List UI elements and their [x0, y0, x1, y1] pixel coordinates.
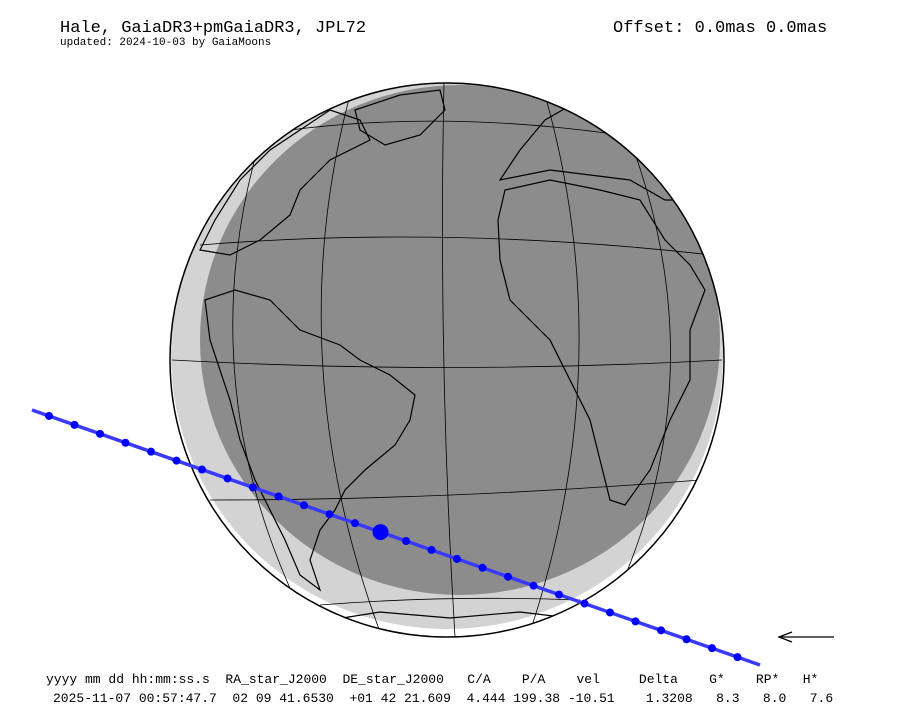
time-marker — [555, 590, 563, 599]
time-marker — [96, 429, 104, 438]
time-marker — [402, 537, 410, 546]
time-marker — [657, 626, 665, 635]
time-marker — [70, 420, 79, 429]
time-marker — [631, 617, 640, 626]
map-title: Hale, GaiaDR3+pmGaiaDR3, JPL72 — [60, 19, 367, 38]
time-marker — [198, 465, 206, 474]
time-marker — [351, 519, 359, 528]
time-marker — [708, 644, 716, 653]
time-marker — [45, 411, 53, 420]
arrow-left-icon — [777, 631, 834, 643]
greenland — [354, 89, 446, 146]
central-instant-marker — [372, 524, 389, 541]
time-marker — [172, 456, 181, 465]
time-marker — [427, 545, 436, 554]
africa — [497, 179, 706, 506]
occultation-path — [31, 408, 761, 667]
time-marker — [453, 554, 461, 563]
time-marker — [606, 608, 614, 617]
graticule — [171, 83, 723, 637]
time-marker — [249, 483, 257, 492]
time-marker — [529, 581, 538, 590]
night-zone — [200, 85, 720, 595]
time-marker — [682, 635, 691, 644]
time-marker — [325, 510, 334, 519]
coastlines — [199, 89, 706, 621]
table-row: 2025-11-07 00:57:47.7 02 09 41.6530 +01 … — [53, 691, 834, 706]
table-header: yyyy mm dd hh:mm:ss.s RA_star_J2000 DE_s… — [46, 672, 819, 687]
south-america — [204, 289, 416, 592]
time-marker — [274, 492, 283, 501]
antarctica — [329, 611, 571, 621]
north-america — [199, 109, 371, 256]
time-marker — [580, 599, 589, 608]
time-marker — [147, 447, 155, 456]
earth-limb — [169, 82, 725, 638]
time-marker — [300, 501, 308, 510]
time-marker — [121, 438, 130, 447]
time-marker — [223, 474, 232, 483]
offset-label: Offset: 0.0mas 0.0mas — [613, 19, 828, 38]
time-marker — [733, 653, 742, 662]
time-marker — [478, 563, 487, 572]
time-marker — [504, 572, 512, 581]
map-subtitle: updated: 2024-10-03 by GaiaMoons — [60, 37, 272, 49]
